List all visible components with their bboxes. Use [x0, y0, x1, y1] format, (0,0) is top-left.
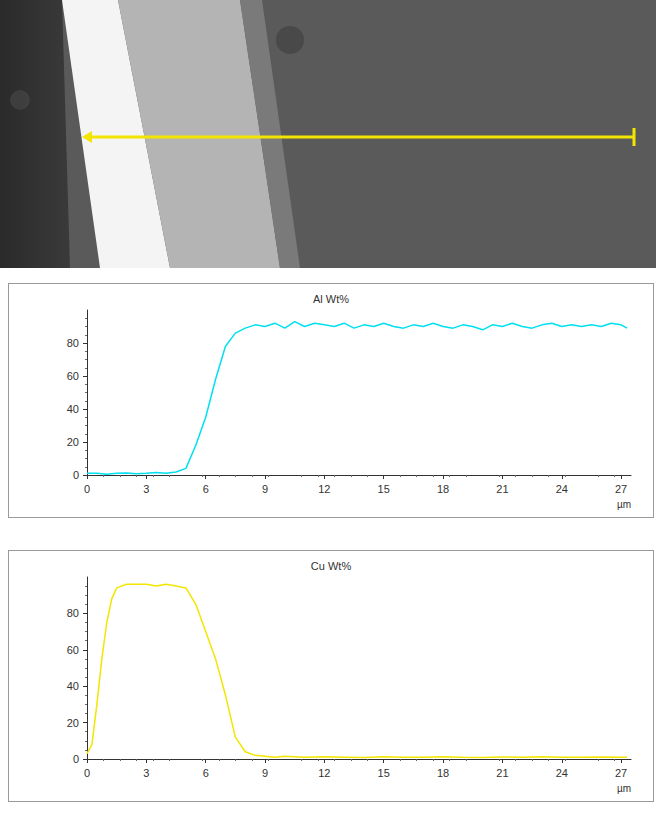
svg-text:24: 24	[556, 483, 568, 495]
svg-text:24: 24	[556, 767, 568, 779]
svg-text:80: 80	[67, 607, 79, 619]
svg-text:21: 21	[496, 767, 508, 779]
svg-text:60: 60	[67, 370, 79, 382]
svg-text:20: 20	[67, 436, 79, 448]
svg-text:40: 40	[67, 680, 79, 692]
svg-text:60: 60	[67, 644, 79, 656]
svg-text:15: 15	[378, 483, 390, 495]
svg-text:18: 18	[437, 483, 449, 495]
svg-text:6: 6	[203, 767, 209, 779]
svg-text:0: 0	[73, 469, 79, 481]
svg-text:20: 20	[67, 717, 79, 729]
svg-text:12: 12	[318, 483, 330, 495]
svg-text:µm: µm	[617, 783, 631, 794]
svg-text:9: 9	[262, 483, 268, 495]
svg-text:Al Wt%: Al Wt%	[313, 293, 349, 305]
svg-text:Cu Wt%: Cu Wt%	[311, 560, 352, 572]
svg-text:15: 15	[378, 767, 390, 779]
svg-text:0: 0	[84, 767, 90, 779]
svg-text:27: 27	[615, 483, 627, 495]
svg-text:27: 27	[615, 767, 627, 779]
svg-text:6: 6	[203, 483, 209, 495]
svg-text:µm: µm	[617, 499, 631, 510]
svg-text:9: 9	[262, 767, 268, 779]
svg-text:0: 0	[73, 753, 79, 765]
svg-text:3: 3	[143, 767, 149, 779]
svg-text:18: 18	[437, 767, 449, 779]
svg-text:0: 0	[84, 483, 90, 495]
svg-text:40: 40	[67, 403, 79, 415]
svg-text:21: 21	[496, 483, 508, 495]
svg-text:12: 12	[318, 767, 330, 779]
svg-text:80: 80	[67, 337, 79, 349]
svg-text:3: 3	[143, 483, 149, 495]
